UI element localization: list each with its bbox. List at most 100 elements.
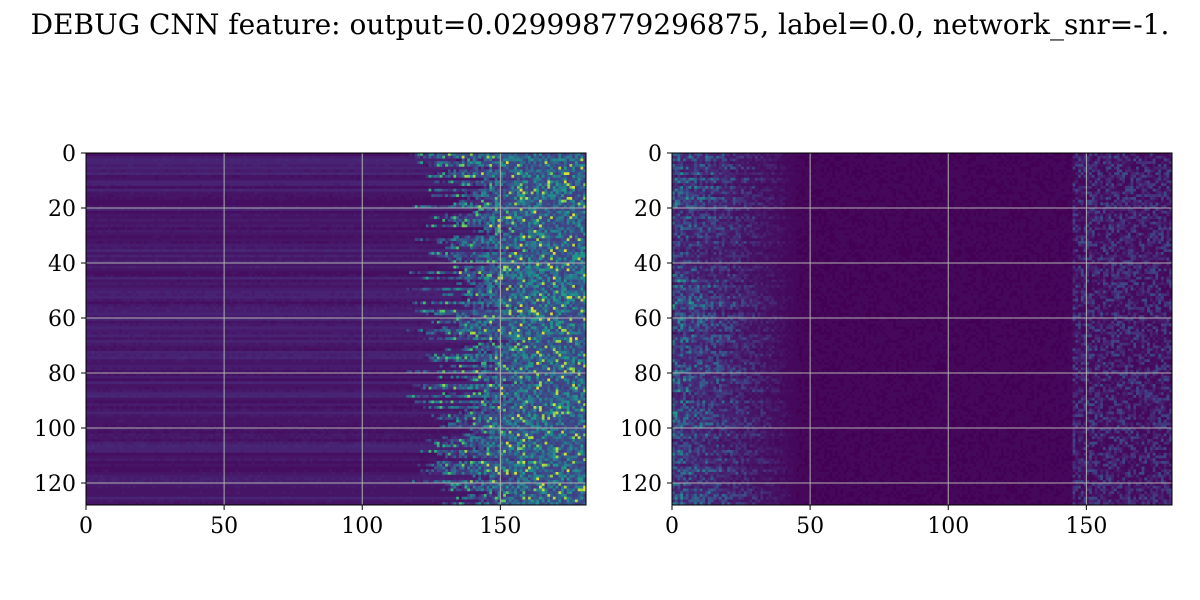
heatmap-cell-run — [552, 285, 556, 289]
heatmap-cell-run — [530, 219, 534, 223]
heatmap-cell-run — [392, 197, 399, 201]
heatmap-cell-run — [516, 265, 520, 269]
heatmap-cell-run — [481, 265, 485, 269]
heatmap-cell-run — [301, 309, 305, 313]
heatmap-cell-run — [472, 282, 476, 286]
heatmap-cell-run — [116, 293, 123, 297]
heatmap-cell-run — [318, 260, 330, 264]
heatmap-cell-run — [163, 260, 167, 264]
heatmap-cell-run — [569, 257, 573, 261]
heatmap-cell-run — [574, 177, 579, 181]
heatmap-cell-run — [356, 318, 360, 322]
heatmap-cell-run — [503, 208, 507, 212]
heatmap-cell-run — [555, 202, 559, 206]
heatmap-cell-run — [431, 252, 435, 256]
heatmap-cell-run — [210, 320, 214, 324]
heatmap-cell-run — [423, 183, 460, 187]
heatmap-cell-run — [519, 155, 523, 159]
heatmap-cell-run — [574, 216, 579, 220]
heatmap-cell-run — [439, 164, 443, 168]
heatmap-cell-run — [533, 210, 537, 214]
heatmap-cell-run — [497, 293, 501, 297]
heatmap-cell-run — [224, 271, 228, 275]
heatmap-cell-run — [478, 285, 482, 289]
heatmap-cell-run — [530, 180, 534, 184]
heatmap-cell-run — [525, 301, 529, 305]
heatmap-cell-run — [445, 293, 449, 297]
heatmap-cell-run — [436, 205, 440, 209]
heatmap-cell-run — [580, 199, 584, 203]
heatmap-cell-run — [539, 320, 543, 324]
heatmap-cell-run — [447, 293, 451, 297]
heatmap-cell-run — [210, 197, 217, 201]
heatmap-cell-run — [436, 158, 440, 162]
heatmap-cell-run — [340, 271, 410, 275]
heatmap-cell-run — [213, 301, 217, 305]
heatmap-cell-run — [260, 265, 269, 269]
heatmap-cell-run — [583, 166, 586, 170]
heatmap-cell-run — [525, 188, 529, 192]
heatmap-cell-run — [574, 166, 579, 170]
heatmap-cell-run — [583, 265, 586, 269]
heatmap-cell-run — [306, 279, 316, 283]
heatmap-cell-run — [550, 227, 554, 231]
heatmap-cell-run — [522, 213, 526, 217]
heatmap-cell-run — [113, 298, 123, 302]
heatmap-cell-run — [248, 271, 255, 275]
heatmap-cell-run — [475, 161, 482, 165]
heatmap-cell-run — [494, 180, 498, 184]
heatmap-cell-run — [243, 293, 250, 297]
heatmap-cell-run — [547, 238, 551, 242]
heatmap-cell-run — [544, 285, 548, 289]
heatmap-cell-run — [481, 208, 485, 212]
heatmap-cell-run — [574, 274, 579, 278]
heatmap-cell-run — [240, 282, 253, 286]
heatmap-cell-run — [503, 205, 507, 209]
heatmap-cell-run — [124, 213, 128, 217]
heatmap-cell-run — [193, 191, 197, 195]
heatmap-cell-run — [516, 202, 520, 206]
heatmap-cell-run — [481, 290, 485, 294]
heatmap-cell-run — [345, 183, 349, 187]
heatmap-cell-run — [508, 194, 512, 198]
heatmap-cell-run — [166, 309, 172, 313]
heatmap-cell-run — [541, 293, 545, 297]
heatmap-cell-run — [563, 232, 567, 236]
heatmap-cell-run — [522, 296, 526, 300]
heatmap-cell-run — [580, 188, 584, 192]
heatmap-cell-run — [345, 298, 352, 302]
heatmap-cell-run — [428, 309, 432, 313]
heatmap-cell-run — [458, 257, 462, 261]
heatmap-cell-run — [464, 183, 468, 187]
heatmap-cell-run — [514, 155, 520, 159]
heatmap-cell-run — [425, 276, 429, 280]
heatmap-cell-run — [411, 197, 416, 201]
heatmap-cell-run — [196, 197, 200, 201]
heatmap-cell-run — [279, 213, 297, 217]
heatmap-cell-run — [525, 197, 529, 201]
heatmap-cell-run — [469, 320, 476, 324]
heatmap-cell-run — [273, 260, 283, 264]
heatmap-cell-run — [456, 260, 460, 264]
heatmap-cell-run — [563, 309, 567, 313]
heatmap-cell-run — [323, 309, 327, 313]
heatmap-cell-run — [464, 320, 468, 324]
heatmap-cell-run — [450, 158, 454, 162]
heatmap-cell-run — [215, 172, 219, 176]
heatmap-cell-run — [248, 186, 253, 190]
heatmap-cell-run — [130, 246, 145, 250]
heatmap-cell-run — [569, 230, 573, 234]
heatmap-cell-run — [94, 246, 101, 250]
heatmap-cell-run — [425, 282, 429, 286]
heatmap-cell-run — [572, 164, 576, 168]
heatmap-cell-run — [265, 320, 272, 324]
heatmap-cell-run — [304, 241, 313, 245]
heatmap-cell-run — [486, 219, 490, 223]
heatmap-cell-run — [514, 210, 518, 214]
heatmap-cell-run — [469, 279, 474, 283]
heatmap-cell-run — [436, 172, 440, 176]
heatmap-cell-run — [367, 213, 371, 217]
heatmap-cell-run — [110, 210, 114, 214]
heatmap-cell-run — [566, 180, 570, 184]
heatmap-cell-run — [492, 301, 496, 305]
